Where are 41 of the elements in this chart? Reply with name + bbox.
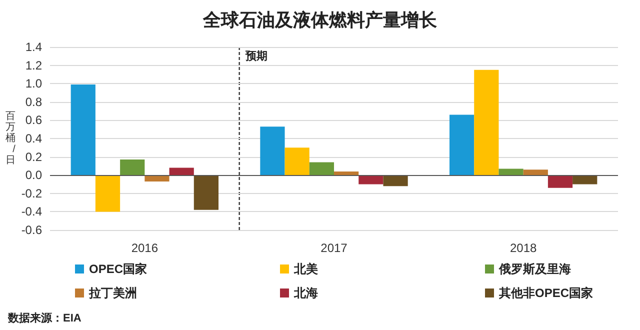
bar: [383, 175, 408, 186]
y-tick-label: 0.6: [25, 113, 42, 128]
y-tick-label: 1.0: [25, 76, 42, 91]
y-tick-label: 1.4: [25, 40, 42, 54]
legend-label: 北海: [293, 286, 318, 300]
x-tick-label: 2016: [131, 241, 158, 255]
legend-label: 其他非OPEC国家: [498, 286, 594, 300]
bar: [474, 70, 499, 176]
bar: [260, 126, 285, 176]
chart-title: 全球石油及液体燃料产量增长: [202, 10, 438, 30]
bar: [358, 175, 384, 184]
y-tick-label: 0.4: [25, 132, 42, 146]
legend-label: 拉丁美洲: [88, 286, 137, 300]
bar: [572, 175, 598, 184]
y-tick-label: -0.4: [21, 204, 42, 219]
bar: [449, 114, 474, 176]
ref-line-label: 预期: [244, 50, 268, 62]
bar: [523, 170, 548, 176]
bar: [284, 148, 310, 176]
y-tick-label: 0.2: [25, 150, 42, 164]
legend-label: 俄罗斯及里海: [498, 262, 571, 276]
legend-label: 北美: [293, 262, 318, 276]
y-tick-label: 0.0: [25, 168, 42, 182]
y-tick-label: -0.2: [21, 186, 42, 200]
bar: [334, 171, 359, 176]
source-note: 数据来源：EIA: [7, 312, 82, 324]
y-tick-label: -0.6: [21, 223, 42, 237]
bar: [95, 175, 120, 212]
bar: [194, 175, 219, 210]
x-tick-label: 2017: [320, 241, 348, 255]
bar: [498, 168, 524, 176]
bar: [548, 175, 573, 188]
y-tick-label: 1.2: [25, 58, 42, 72]
bar: [309, 162, 334, 176]
y-tick-label: 0.8: [25, 94, 42, 109]
legend-label: OPEC国家: [89, 262, 148, 276]
bar: [169, 168, 194, 176]
bar: [120, 160, 145, 176]
x-tick-label: 2018: [510, 241, 538, 255]
y-axis-title: 百万桶/日: [5, 111, 16, 166]
bar: [70, 84, 96, 176]
